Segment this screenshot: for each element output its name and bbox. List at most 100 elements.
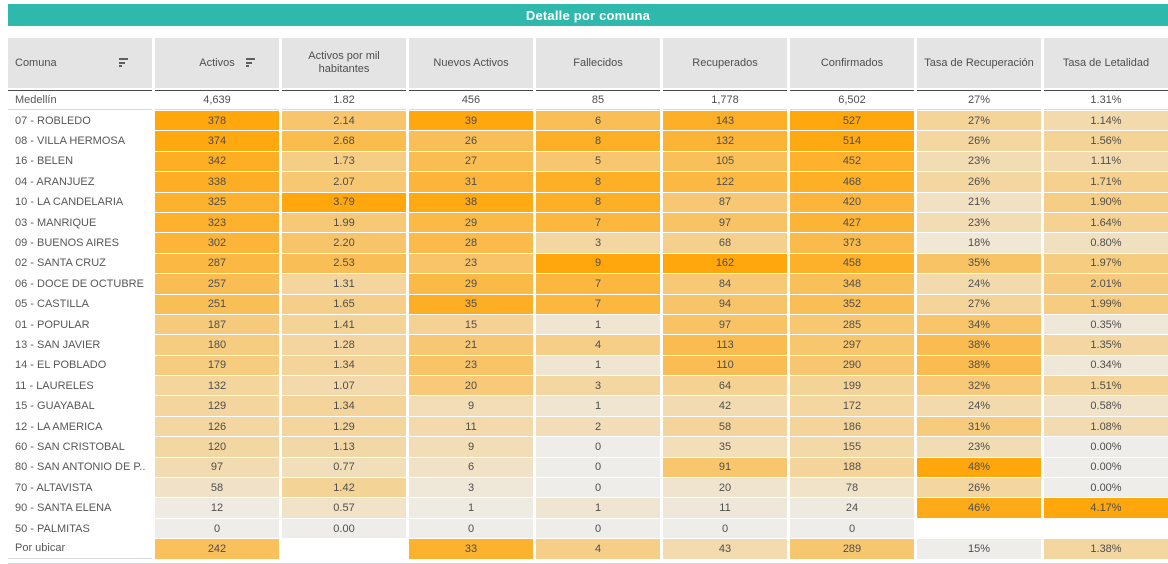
heat-cell-nuevos-activos[interactable]: 0: [409, 518, 533, 539]
heat-cell-activos[interactable]: 257: [155, 274, 279, 294]
column-header-comuna[interactable]: Comuna: [8, 38, 152, 88]
row-label[interactable]: Medellín: [8, 90, 152, 110]
heat-cell-confirmados[interactable]: 458: [790, 253, 914, 274]
heat-cell-recuperados[interactable]: 113: [663, 335, 787, 355]
row-label[interactable]: 50 - PALMITAS: [8, 518, 152, 539]
heat-cell-nuevos-activos[interactable]: 26: [409, 131, 533, 151]
summary-value-confirmados[interactable]: 6,502: [790, 90, 914, 110]
heat-cell-fallecidos[interactable]: 5: [536, 151, 660, 172]
heat-cell-tasa-de-recuperaci-n[interactable]: 34%: [917, 314, 1041, 335]
summary-value-recuperados[interactable]: 1,778: [663, 90, 787, 110]
heat-cell-nuevos-activos[interactable]: 31: [409, 172, 533, 192]
row-label[interactable]: 90 - SANTA ELENA: [8, 498, 152, 518]
row-label[interactable]: 10 - LA CANDELARIA: [8, 192, 152, 212]
heat-cell-activos-por-mil-habitantes[interactable]: 1.29: [282, 416, 406, 437]
heat-cell-tasa-de-recuperaci-n[interactable]: 38%: [917, 355, 1041, 376]
heat-cell-tasa-de-letalidad[interactable]: 0.00%: [1044, 437, 1168, 457]
heat-cell-activos-por-mil-habitantes[interactable]: 1.28: [282, 335, 406, 355]
heat-cell-activos[interactable]: 120: [155, 437, 279, 457]
heat-cell-recuperados[interactable]: 91: [663, 457, 787, 478]
heat-cell-tasa-de-letalidad[interactable]: 1.99%: [1044, 294, 1168, 314]
heat-cell-confirmados[interactable]: 527: [790, 111, 914, 131]
heat-cell-tasa-de-recuperaci-n[interactable]: 23%: [917, 437, 1041, 457]
row-label[interactable]: 09 - BUENOS AIRES: [8, 233, 152, 253]
heat-cell-fallecidos[interactable]: 1: [536, 355, 660, 376]
heat-cell-activos-por-mil-habitantes[interactable]: 1.99: [282, 212, 406, 233]
heat-cell-activos[interactable]: 97: [155, 457, 279, 478]
heat-cell-tasa-de-recuperaci-n[interactable]: 23%: [917, 151, 1041, 172]
heat-cell-activos[interactable]: 378: [155, 111, 279, 131]
heat-cell-activos[interactable]: 0: [155, 518, 279, 539]
heat-cell-tasa-de-letalidad[interactable]: 0.00%: [1044, 457, 1168, 478]
column-header-tasa-de-letalidad[interactable]: Tasa de Letalidad: [1044, 38, 1168, 88]
heat-cell-confirmados[interactable]: 172: [790, 396, 914, 416]
heat-cell-tasa-de-letalidad[interactable]: 2.01%: [1044, 274, 1168, 294]
heat-cell-confirmados[interactable]: 155: [790, 437, 914, 457]
heat-cell-tasa-de-letalidad[interactable]: 1.11%: [1044, 151, 1168, 172]
heat-cell-tasa-de-recuperaci-n[interactable]: 27%: [917, 111, 1041, 131]
heat-cell-activos[interactable]: 342: [155, 151, 279, 172]
heat-cell-fallecidos[interactable]: 8: [536, 172, 660, 192]
heat-cell-tasa-de-recuperaci-n[interactable]: 38%: [917, 335, 1041, 355]
row-label[interactable]: 06 - DOCE DE OCTUBRE: [8, 274, 152, 294]
heat-cell-nuevos-activos[interactable]: 1: [409, 498, 533, 518]
heat-cell-nuevos-activos[interactable]: 21: [409, 335, 533, 355]
heat-cell-tasa-de-letalidad[interactable]: 1.51%: [1044, 376, 1168, 396]
heat-cell-nuevos-activos[interactable]: 6: [409, 457, 533, 478]
heat-cell-confirmados[interactable]: 289: [790, 539, 914, 559]
heat-cell-recuperados[interactable]: 11: [663, 498, 787, 518]
heat-cell-fallecidos[interactable]: 1: [536, 314, 660, 335]
column-header-nuevos-activos[interactable]: Nuevos Activos: [409, 38, 533, 88]
heat-cell-nuevos-activos[interactable]: 29: [409, 212, 533, 233]
heat-cell-tasa-de-recuperaci-n[interactable]: 24%: [917, 274, 1041, 294]
heat-cell-nuevos-activos[interactable]: 9: [409, 396, 533, 416]
heat-cell-activos[interactable]: 338: [155, 172, 279, 192]
heat-cell-tasa-de-recuperaci-n[interactable]: 27%: [917, 294, 1041, 314]
row-label[interactable]: 70 - ALTAVISTA: [8, 478, 152, 498]
heat-cell-activos-por-mil-habitantes[interactable]: 1.07: [282, 376, 406, 396]
heat-cell-tasa-de-letalidad[interactable]: [1044, 519, 1168, 538]
heat-cell-activos[interactable]: 242: [155, 539, 279, 559]
heat-cell-activos-por-mil-habitantes[interactable]: 2.53: [282, 253, 406, 274]
heat-cell-recuperados[interactable]: 84: [663, 274, 787, 294]
row-label[interactable]: 01 - POPULAR: [8, 314, 152, 335]
heat-cell-recuperados[interactable]: 58: [663, 416, 787, 437]
heat-cell-recuperados[interactable]: 97: [663, 212, 787, 233]
heat-cell-confirmados[interactable]: 199: [790, 376, 914, 396]
row-label[interactable]: 03 - MANRIQUE: [8, 212, 152, 233]
heat-cell-activos[interactable]: 302: [155, 233, 279, 253]
heat-cell-recuperados[interactable]: 20: [663, 478, 787, 498]
heat-cell-confirmados[interactable]: 0: [790, 518, 914, 539]
heat-cell-activos[interactable]: 129: [155, 396, 279, 416]
heat-cell-tasa-de-letalidad[interactable]: 0.35%: [1044, 314, 1168, 335]
heat-cell-confirmados[interactable]: 285: [790, 314, 914, 335]
heat-cell-nuevos-activos[interactable]: 11: [409, 416, 533, 437]
row-label[interactable]: 13 - SAN JAVIER: [8, 335, 152, 355]
row-label[interactable]: 11 - LAURELES: [8, 376, 152, 396]
heat-cell-tasa-de-letalidad[interactable]: 1.71%: [1044, 172, 1168, 192]
heat-cell-fallecidos[interactable]: 4: [536, 335, 660, 355]
heat-cell-confirmados[interactable]: 427: [790, 212, 914, 233]
row-label[interactable]: 14 - EL POBLADO: [8, 355, 152, 376]
heat-cell-fallecidos[interactable]: 0: [536, 457, 660, 478]
heat-cell-nuevos-activos[interactable]: 33: [409, 539, 533, 559]
heat-cell-recuperados[interactable]: 35: [663, 437, 787, 457]
heat-cell-confirmados[interactable]: 420: [790, 192, 914, 212]
row-label[interactable]: 16 - BELEN: [8, 151, 152, 172]
heat-cell-tasa-de-letalidad[interactable]: 1.90%: [1044, 192, 1168, 212]
heat-cell-tasa-de-recuperaci-n[interactable]: 26%: [917, 478, 1041, 498]
heat-cell-tasa-de-recuperaci-n[interactable]: 31%: [917, 416, 1041, 437]
heat-cell-fallecidos[interactable]: 1: [536, 396, 660, 416]
heat-cell-tasa-de-recuperaci-n[interactable]: 15%: [917, 539, 1041, 559]
heat-cell-tasa-de-letalidad[interactable]: 1.08%: [1044, 416, 1168, 437]
heat-cell-activos[interactable]: 323: [155, 212, 279, 233]
heat-cell-activos-por-mil-habitantes[interactable]: 1.42: [282, 478, 406, 498]
row-label[interactable]: 05 - CASTILLA: [8, 294, 152, 314]
sort-descending-icon[interactable]: [246, 58, 256, 68]
heat-cell-tasa-de-recuperaci-n[interactable]: 23%: [917, 212, 1041, 233]
summary-value-activos[interactable]: 4,639: [155, 90, 279, 110]
heat-cell-recuperados[interactable]: 94: [663, 294, 787, 314]
row-label[interactable]: 08 - VILLA HERMOSA: [8, 131, 152, 151]
heat-cell-confirmados[interactable]: 188: [790, 457, 914, 478]
row-label[interactable]: 02 - SANTA CRUZ: [8, 253, 152, 274]
